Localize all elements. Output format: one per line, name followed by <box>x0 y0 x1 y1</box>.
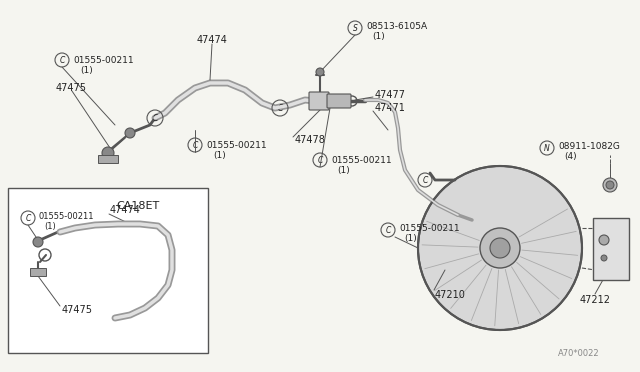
Circle shape <box>316 68 324 76</box>
Text: 01555-00211: 01555-00211 <box>73 55 134 64</box>
Text: A70*0022: A70*0022 <box>558 349 600 358</box>
Circle shape <box>599 235 609 245</box>
Text: 01555-00211: 01555-00211 <box>38 212 93 221</box>
Text: C: C <box>277 103 283 112</box>
Text: 47478: 47478 <box>295 135 326 145</box>
Text: 47212: 47212 <box>579 295 611 305</box>
FancyBboxPatch shape <box>327 94 351 108</box>
Text: (1): (1) <box>372 32 385 41</box>
Circle shape <box>125 128 135 138</box>
Text: S: S <box>353 23 357 32</box>
Text: 47210: 47210 <box>435 290 466 300</box>
Text: C: C <box>26 214 31 222</box>
Text: (1): (1) <box>80 65 93 74</box>
Text: C: C <box>192 141 198 150</box>
Text: 47475: 47475 <box>62 305 93 315</box>
Text: C: C <box>60 55 65 64</box>
Text: N: N <box>544 144 550 153</box>
Text: C: C <box>385 225 390 234</box>
Text: C: C <box>317 155 323 164</box>
Circle shape <box>601 255 607 261</box>
Circle shape <box>33 237 43 247</box>
Text: C: C <box>422 176 428 185</box>
FancyBboxPatch shape <box>593 218 629 280</box>
Bar <box>98 155 118 163</box>
Text: 47477: 47477 <box>375 90 406 100</box>
Text: (1): (1) <box>337 166 349 174</box>
Text: C: C <box>152 113 157 122</box>
Text: 47475: 47475 <box>56 83 87 93</box>
Circle shape <box>606 181 614 189</box>
Text: 08513-6105A: 08513-6105A <box>366 22 427 31</box>
Text: (1): (1) <box>213 151 226 160</box>
Text: 47471: 47471 <box>375 103 406 113</box>
Circle shape <box>102 147 114 159</box>
Text: CA18ET: CA18ET <box>116 201 159 211</box>
Bar <box>30 268 46 276</box>
Text: 01555-00211: 01555-00211 <box>399 224 460 232</box>
Bar <box>8 188 208 353</box>
Circle shape <box>480 228 520 268</box>
Text: 47474: 47474 <box>110 205 141 215</box>
Text: 47474: 47474 <box>196 35 227 45</box>
Circle shape <box>603 178 617 192</box>
Text: 01555-00211: 01555-00211 <box>331 155 392 164</box>
Text: 08911-1082G: 08911-1082G <box>558 141 620 151</box>
Circle shape <box>490 238 510 258</box>
Text: (1): (1) <box>404 234 417 243</box>
Text: (4): (4) <box>564 151 577 160</box>
Text: 01555-00211: 01555-00211 <box>206 141 267 150</box>
Circle shape <box>418 166 582 330</box>
Text: (1): (1) <box>44 221 56 231</box>
FancyBboxPatch shape <box>309 92 329 110</box>
